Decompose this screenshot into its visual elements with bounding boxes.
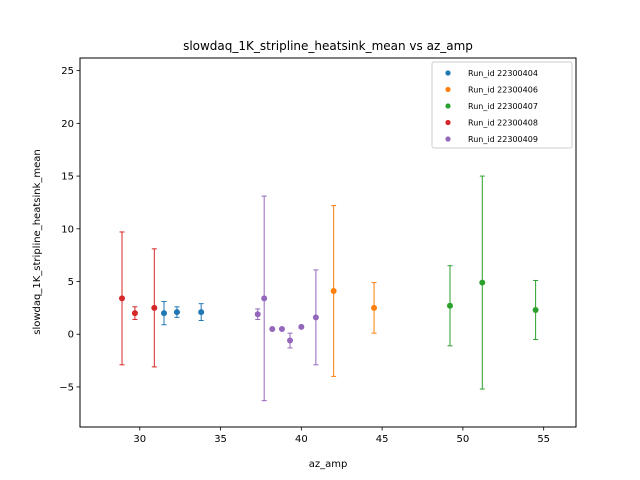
data-point xyxy=(161,310,168,317)
y-tick-label: 10 xyxy=(61,224,74,235)
data-point xyxy=(173,309,180,316)
series-group xyxy=(254,195,319,402)
data-point xyxy=(131,310,138,317)
y-tick-label: 25 xyxy=(61,66,74,77)
y-tick-label: 0 xyxy=(68,330,74,341)
x-tick-label: 45 xyxy=(376,434,389,445)
legend-marker xyxy=(445,70,451,76)
data-point xyxy=(151,304,158,311)
y-tick-label: 5 xyxy=(68,277,74,288)
data-point xyxy=(446,302,453,309)
y-tick-label: 20 xyxy=(61,119,74,130)
data-point xyxy=(287,337,294,344)
legend-label: Run_id 22300409 xyxy=(468,135,538,144)
series-group xyxy=(446,175,539,390)
data-point xyxy=(278,325,285,332)
series-group xyxy=(330,205,378,377)
series-group xyxy=(161,301,205,326)
x-tick-label: 40 xyxy=(295,434,308,445)
legend-marker xyxy=(445,103,451,109)
legend-box xyxy=(431,61,573,149)
legend: Run_id 22300404 Run_id 22300406 Run_id 223… xyxy=(431,61,573,149)
x-tick-label: 30 xyxy=(133,434,146,445)
legend-label: Run_id 22300404 xyxy=(468,69,538,78)
data-point xyxy=(254,311,261,318)
plot-frame xyxy=(79,57,577,428)
plot-area xyxy=(119,175,539,402)
x-tick-label: 50 xyxy=(457,434,470,445)
legend-marker xyxy=(445,136,451,142)
data-point xyxy=(371,304,378,311)
series-group xyxy=(119,231,158,368)
legend-marker xyxy=(445,119,451,126)
y-axis-title: slowdaq_1K_stripline_heatsink_mean xyxy=(32,149,43,334)
data-point xyxy=(198,309,205,316)
data-point xyxy=(298,323,305,330)
data-point xyxy=(269,325,276,332)
data-point xyxy=(312,314,319,321)
x-axis-title: az_amp xyxy=(309,459,348,470)
legend-marker xyxy=(445,86,451,93)
data-point xyxy=(532,306,539,313)
x-tick-label: 55 xyxy=(537,434,550,445)
legend-label: Run_id 22300408 xyxy=(468,119,538,128)
legend-label: Run_id 22300406 xyxy=(468,86,538,95)
data-point xyxy=(479,279,486,286)
y-tick-label: −5 xyxy=(59,382,74,393)
data-point xyxy=(119,295,126,302)
x-tick-label: 35 xyxy=(214,434,227,445)
data-point xyxy=(261,295,268,302)
chart-title: slowdaq_1K_stripline_heatsink_mean vs az… xyxy=(183,39,473,53)
y-tick-label: 15 xyxy=(61,172,74,183)
legend-label: Run_id 22300407 xyxy=(468,102,538,111)
data-point xyxy=(330,287,337,294)
